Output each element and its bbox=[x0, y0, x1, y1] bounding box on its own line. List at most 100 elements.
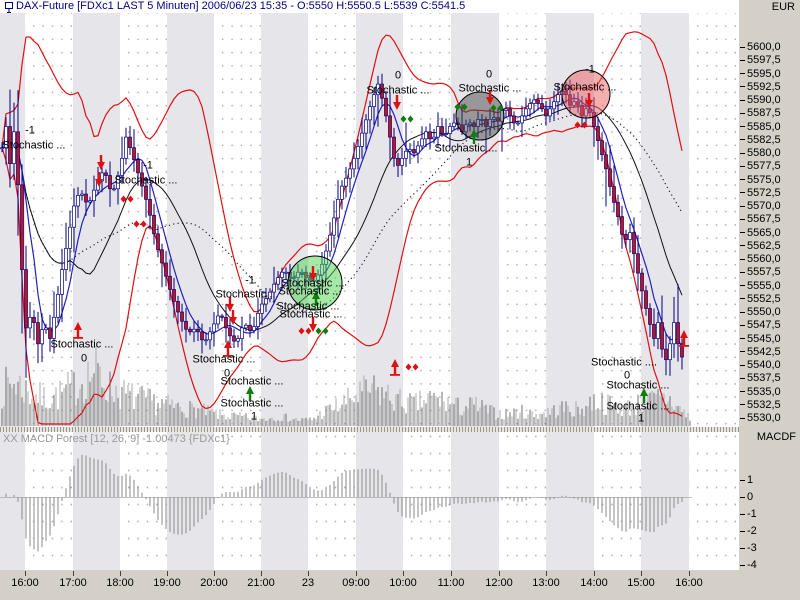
price-tick-label: 5542,5 bbox=[740, 346, 781, 358]
background-stripe bbox=[214, 432, 261, 570]
macd-tick-label: 0 bbox=[740, 491, 753, 503]
price-tick-label: 5597,5 bbox=[740, 54, 781, 66]
price-tick-label: 5592,5 bbox=[740, 81, 781, 93]
pane-splitter[interactable] bbox=[0, 427, 739, 432]
time-tick-label: 16:00 bbox=[11, 577, 39, 589]
background-stripe bbox=[499, 432, 546, 570]
price-tick-label: 5587,5 bbox=[740, 107, 781, 119]
price-tick-label: 5565,0 bbox=[740, 227, 781, 239]
macd-tick-label: -3 bbox=[740, 542, 757, 554]
background-stripe bbox=[546, 13, 594, 427]
price-tick-label: 5572,5 bbox=[740, 187, 781, 199]
background-stripe bbox=[356, 13, 403, 427]
macd-indicator-header: XX MACD Forest [12, 26, 9] -1.00473 {FDX… bbox=[3, 433, 230, 445]
price-tick-label: 5552,5 bbox=[740, 293, 781, 305]
time-tick-label: 10:00 bbox=[389, 577, 417, 589]
macd-tick-label: -4 bbox=[740, 559, 757, 571]
macd-axis-label: MACDF bbox=[756, 431, 796, 443]
time-tick-label: 12:00 bbox=[485, 577, 513, 589]
price-axis[interactable]: EUR MACDF 5600,0 5597,5 5595,0 5592,5 5590,0… bbox=[739, 0, 800, 600]
time-axis[interactable]: 16:00 17:00 18:00 19:00 20:00 21:00 23 09:00 10:… bbox=[0, 570, 739, 600]
title-bar[interactable]: DAX-Future [FDXc1 LAST 5 Minuten] 2006/0… bbox=[0, 0, 739, 13]
background-stripe bbox=[594, 13, 641, 427]
time-tick-label: 18:00 bbox=[106, 577, 134, 589]
background-stripe bbox=[689, 432, 739, 570]
time-tick bbox=[356, 571, 357, 576]
background-stripe bbox=[403, 13, 451, 427]
background-stripe bbox=[167, 432, 214, 570]
background-stripe bbox=[451, 432, 499, 570]
window-pin-icon bbox=[3, 1, 15, 18]
background-stripe bbox=[403, 432, 451, 570]
price-tick-label: 5550,0 bbox=[740, 306, 781, 318]
time-tick bbox=[167, 571, 168, 576]
price-tick-label: 5562,5 bbox=[740, 240, 781, 252]
background-stripe bbox=[25, 432, 73, 570]
time-tick bbox=[451, 571, 452, 576]
background-stripe bbox=[499, 13, 546, 427]
price-tick-label: 5585,0 bbox=[740, 121, 781, 133]
background-stripe bbox=[73, 13, 120, 427]
price-tick-label: 5560,0 bbox=[740, 253, 781, 265]
background-stripe bbox=[546, 432, 594, 570]
macd-tick-label: -2 bbox=[740, 525, 757, 537]
background-stripe bbox=[0, 13, 25, 427]
time-tick bbox=[689, 571, 690, 576]
time-tick bbox=[403, 571, 404, 576]
price-tick-label: 5557,5 bbox=[740, 266, 781, 278]
price-tick-label: 5535,0 bbox=[740, 386, 781, 398]
price-tick-label: 5532,5 bbox=[740, 399, 781, 411]
currency-label: EUR bbox=[771, 1, 795, 13]
time-tick-label: 21:00 bbox=[247, 577, 275, 589]
background-stripe bbox=[0, 432, 25, 570]
time-tick bbox=[120, 571, 121, 576]
time-tick-label: 23 bbox=[301, 577, 315, 589]
time-tick bbox=[594, 571, 595, 576]
price-tick-label: 5530,0 bbox=[740, 412, 781, 424]
time-tick bbox=[214, 571, 215, 576]
main-chart-pane[interactable] bbox=[0, 13, 739, 427]
price-tick-label: 5580,0 bbox=[740, 147, 781, 159]
time-tick-label: 20:00 bbox=[200, 577, 228, 589]
background-stripe bbox=[689, 13, 739, 427]
price-tick-label: 5537,5 bbox=[740, 372, 781, 384]
price-tick-label: 5545,0 bbox=[740, 333, 781, 345]
time-tick bbox=[641, 571, 642, 576]
time-tick-label: 19:00 bbox=[153, 577, 181, 589]
time-tick bbox=[308, 571, 309, 576]
macd-tick-label: -1 bbox=[740, 508, 757, 520]
background-stripe bbox=[451, 13, 499, 427]
background-stripe bbox=[167, 13, 214, 427]
time-tick-label: 17:00 bbox=[59, 577, 87, 589]
background-stripe bbox=[120, 432, 167, 570]
price-tick-label: 5577,5 bbox=[740, 160, 781, 172]
background-stripe bbox=[120, 13, 167, 427]
background-stripe bbox=[641, 432, 689, 570]
background-stripe bbox=[261, 13, 308, 427]
background-stripe bbox=[356, 432, 403, 570]
time-tick-label: 13:00 bbox=[532, 577, 560, 589]
macd-tick-label: 1 bbox=[740, 474, 753, 486]
price-tick-label: 5555,0 bbox=[740, 280, 781, 292]
price-tick-label: 5600,0 bbox=[740, 41, 781, 53]
time-tick-label: 09:00 bbox=[342, 577, 370, 589]
price-tick-label: 5575,0 bbox=[740, 174, 781, 186]
price-tick-label: 5590,0 bbox=[740, 94, 781, 106]
macd-pane[interactable] bbox=[0, 432, 739, 570]
time-tick bbox=[499, 571, 500, 576]
price-tick-label: 5567,5 bbox=[740, 213, 781, 225]
time-tick-label: 14:00 bbox=[580, 577, 608, 589]
time-tick-label: 15:00 bbox=[627, 577, 655, 589]
time-tick bbox=[546, 571, 547, 576]
background-stripe bbox=[261, 432, 308, 570]
background-stripe bbox=[641, 13, 689, 427]
time-tick bbox=[261, 571, 262, 576]
time-tick-label: 11:00 bbox=[437, 577, 465, 589]
price-tick-label: 5595,0 bbox=[740, 68, 781, 80]
price-tick-label: 5582,5 bbox=[740, 134, 781, 146]
price-tick-label: 5570,0 bbox=[740, 200, 781, 212]
price-tick-label: 5540,0 bbox=[740, 359, 781, 371]
background-stripe bbox=[73, 432, 120, 570]
background-stripe bbox=[214, 13, 261, 427]
